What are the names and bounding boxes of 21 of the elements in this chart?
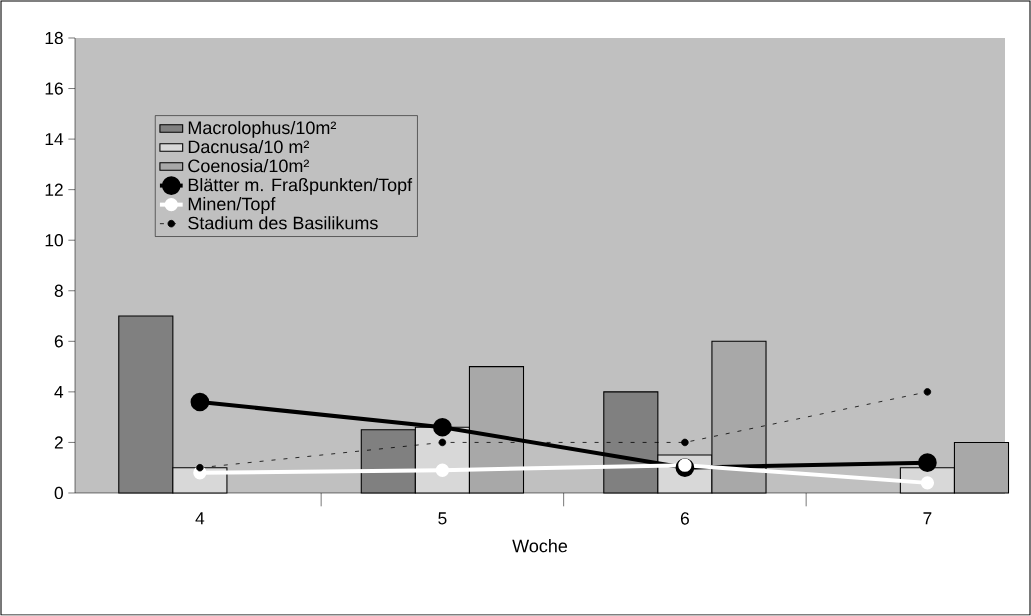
y-tick-label: 14	[45, 133, 64, 146]
legend-label: Blätter m. Fraßpunkten/Topf	[188, 178, 413, 195]
y-tick-label: 16	[45, 82, 63, 95]
x-tick-label: 7	[923, 512, 932, 525]
x-tick-label: 6	[680, 512, 689, 525]
legend-label: Macrolophus/10m²	[188, 120, 337, 138]
y-tick-label: 6	[54, 335, 63, 348]
legend-label: Minen/Topf	[188, 197, 276, 214]
y-tick-label: 12	[45, 183, 63, 196]
y-tick-label: 0	[54, 486, 63, 500]
x-tick-label: 5	[438, 512, 447, 525]
y-tick-label: 8	[54, 284, 63, 297]
x-tick-label: 4	[195, 512, 205, 525]
y-tick-label: 2	[54, 436, 63, 449]
y-tick-label: 18	[45, 31, 63, 45]
x-axis-title: Woche	[512, 539, 568, 553]
legend-label: Dacnusa/10 m²	[188, 139, 310, 154]
legend-label: Coenosia/10m²	[188, 159, 310, 173]
y-tick-label: 10	[45, 234, 63, 247]
y-tick-label: 4	[54, 385, 64, 398]
legend-label: Stadium des Basilikums	[188, 216, 378, 230]
